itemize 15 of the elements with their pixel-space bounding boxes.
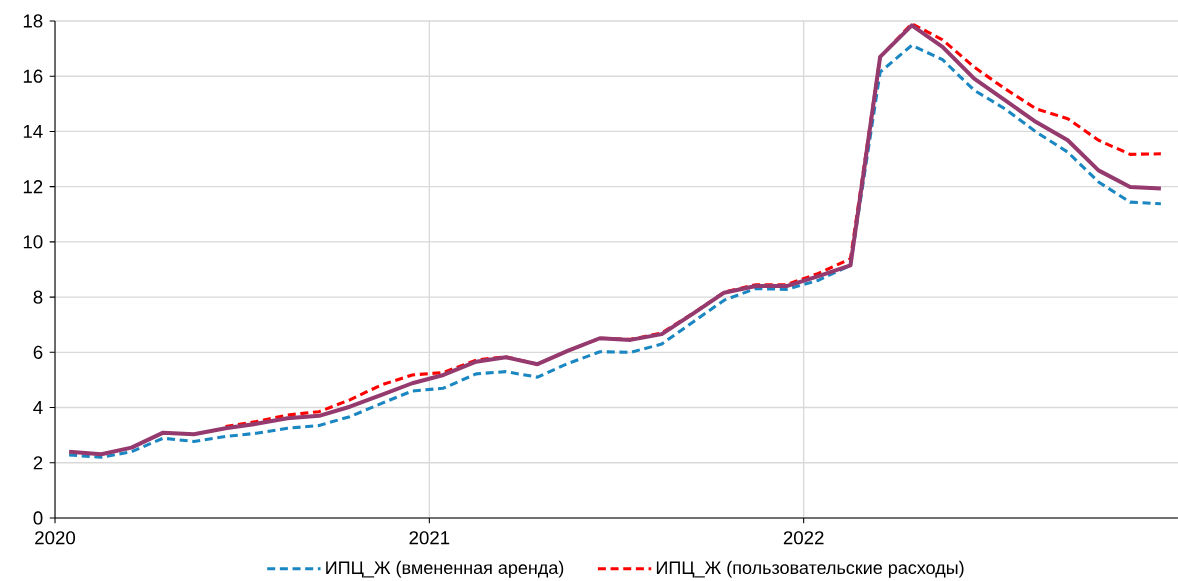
y-tick-label: 4 — [33, 401, 43, 414]
y-tick-label: 10 — [23, 235, 43, 249]
legend-label: ИПЦ_Ж (вмененная аренда) — [326, 560, 564, 578]
y-tick-label: 12 — [23, 180, 43, 194]
x-tick-label: 2020 — [35, 531, 76, 545]
x-tick-label: 2022 — [783, 531, 824, 545]
y-tick-label: 6 — [33, 345, 43, 359]
y-tick-label: 8 — [33, 290, 43, 304]
y-tick-label: 2 — [33, 456, 43, 470]
x-tick-label: 2021 — [409, 531, 450, 545]
y-tick-label: 18 — [23, 14, 43, 28]
legend-label: ИПЦ_Ж (пользовательские расходы) — [656, 560, 964, 578]
y-tick-label: 16 — [23, 69, 43, 83]
y-tick-label: 14 — [23, 125, 43, 138]
y-tick-label: 0 — [33, 511, 43, 525]
